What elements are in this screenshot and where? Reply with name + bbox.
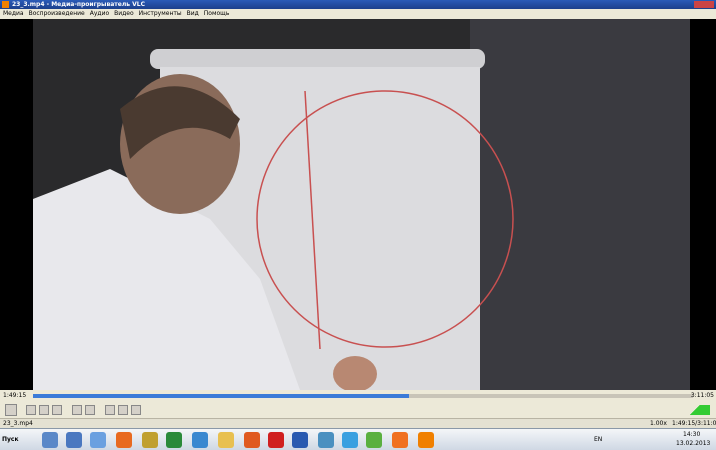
taskbar-app[interactable]	[142, 432, 158, 448]
video-frame	[0, 19, 716, 390]
seek-bar[interactable]	[33, 394, 693, 398]
taskbar-app[interactable]	[318, 432, 334, 448]
play-button[interactable]	[5, 404, 17, 416]
seek-row: 1:49:15 3:11:05	[0, 390, 716, 402]
clock-date: 13.02.2013	[676, 440, 710, 447]
taskbar-app[interactable]	[166, 432, 182, 448]
menu-item[interactable]: Помощь	[204, 9, 230, 19]
taskbar-app[interactable]	[292, 432, 308, 448]
menu-bar: Медиа Воспроизведение Аудио Видео Инструмент…	[0, 9, 716, 19]
window-title: 23_3.mp4 - Медиа-проигрыватель VLC	[12, 1, 145, 8]
prev-button[interactable]	[26, 405, 36, 415]
elapsed-time: 1:49:15	[3, 390, 26, 402]
menu-item[interactable]: Воспроизведение	[29, 9, 85, 19]
next-button[interactable]	[52, 405, 62, 415]
taskbar-app[interactable]	[392, 432, 408, 448]
taskbar-app[interactable]	[66, 432, 82, 448]
curtain	[470, 19, 690, 390]
window-buttons[interactable]	[694, 1, 714, 8]
taskbar-app[interactable]	[116, 432, 132, 448]
title-bar: 23_3.mp4 - Медиа-проигрыватель VLC	[0, 0, 716, 9]
seek-progress	[33, 394, 409, 398]
playlist-button[interactable]	[105, 405, 115, 415]
taskbar-app[interactable]	[192, 432, 208, 448]
total-time: 3:11:05	[691, 390, 714, 402]
app-icon	[2, 1, 9, 8]
volume[interactable]	[680, 405, 710, 415]
menu-item[interactable]: Вид	[187, 9, 199, 19]
ext-button[interactable]	[85, 405, 95, 415]
fullscreen-button[interactable]	[72, 405, 82, 415]
menu-item[interactable]: Медиа	[3, 9, 24, 19]
taskbar-app[interactable]	[268, 432, 284, 448]
taskbar-app[interactable]	[244, 432, 260, 448]
video-area	[0, 19, 716, 390]
taskbar-app[interactable]	[218, 432, 234, 448]
stop-button[interactable]	[39, 405, 49, 415]
taskbar: Пуск EN 14:30 13.02.2013	[0, 428, 716, 450]
vlc-window: 23_3.mp4 - Медиа-проигрыватель VLC Медиа…	[0, 0, 716, 450]
menu-item[interactable]: Инструменты	[139, 9, 182, 19]
taskbar-app[interactable]	[342, 432, 358, 448]
menu-item[interactable]: Аудио	[90, 9, 109, 19]
clock-time: 14:30	[683, 431, 700, 438]
language[interactable]: EN	[594, 436, 602, 443]
controls	[0, 402, 716, 418]
start-button[interactable]: Пуск	[2, 432, 32, 447]
start-label: Пуск	[2, 436, 19, 443]
random-button[interactable]	[131, 405, 141, 415]
flipchart-top	[150, 49, 485, 69]
loop-button[interactable]	[118, 405, 128, 415]
taskbar-app[interactable]	[366, 432, 382, 448]
taskbar-app[interactable]	[42, 432, 58, 448]
menu-item[interactable]: Видео	[114, 9, 134, 19]
status-bar: 23_3.mp4 1.00x 1:49:15/3:11:05	[0, 418, 716, 428]
taskbar-app[interactable]	[90, 432, 106, 448]
taskbar-app[interactable]	[418, 432, 434, 448]
